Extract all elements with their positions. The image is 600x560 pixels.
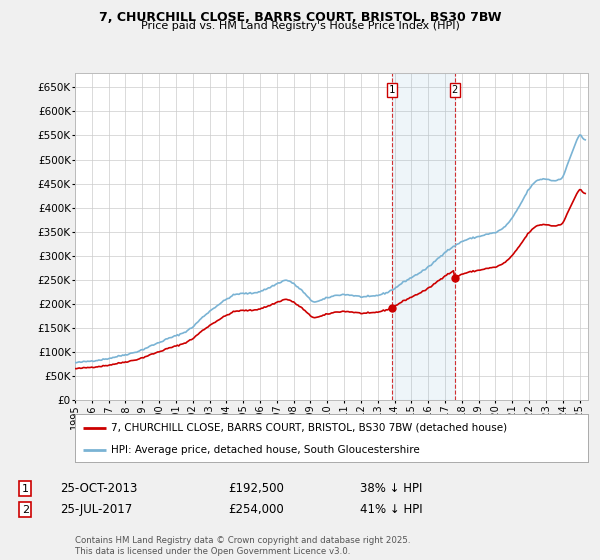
Text: £192,500: £192,500 bbox=[228, 482, 284, 496]
Text: 41% ↓ HPI: 41% ↓ HPI bbox=[360, 503, 422, 516]
Text: 7, CHURCHILL CLOSE, BARRS COURT, BRISTOL, BS30 7BW: 7, CHURCHILL CLOSE, BARRS COURT, BRISTOL… bbox=[99, 11, 501, 24]
Text: Price paid vs. HM Land Registry's House Price Index (HPI): Price paid vs. HM Land Registry's House … bbox=[140, 21, 460, 31]
Text: 25-OCT-2013: 25-OCT-2013 bbox=[60, 482, 137, 496]
Text: 2: 2 bbox=[451, 85, 458, 95]
Text: Contains HM Land Registry data © Crown copyright and database right 2025.
This d: Contains HM Land Registry data © Crown c… bbox=[75, 536, 410, 556]
Text: HPI: Average price, detached house, South Gloucestershire: HPI: Average price, detached house, Sout… bbox=[111, 445, 419, 455]
Text: 1: 1 bbox=[22, 484, 29, 494]
Bar bbox=[392, 73, 455, 400]
Text: 38% ↓ HPI: 38% ↓ HPI bbox=[360, 482, 422, 496]
Text: 1: 1 bbox=[388, 85, 395, 95]
Text: £254,000: £254,000 bbox=[228, 503, 284, 516]
Text: 2: 2 bbox=[22, 505, 29, 515]
Text: 7, CHURCHILL CLOSE, BARRS COURT, BRISTOL, BS30 7BW (detached house): 7, CHURCHILL CLOSE, BARRS COURT, BRISTOL… bbox=[111, 423, 507, 433]
Text: 25-JUL-2017: 25-JUL-2017 bbox=[60, 503, 132, 516]
